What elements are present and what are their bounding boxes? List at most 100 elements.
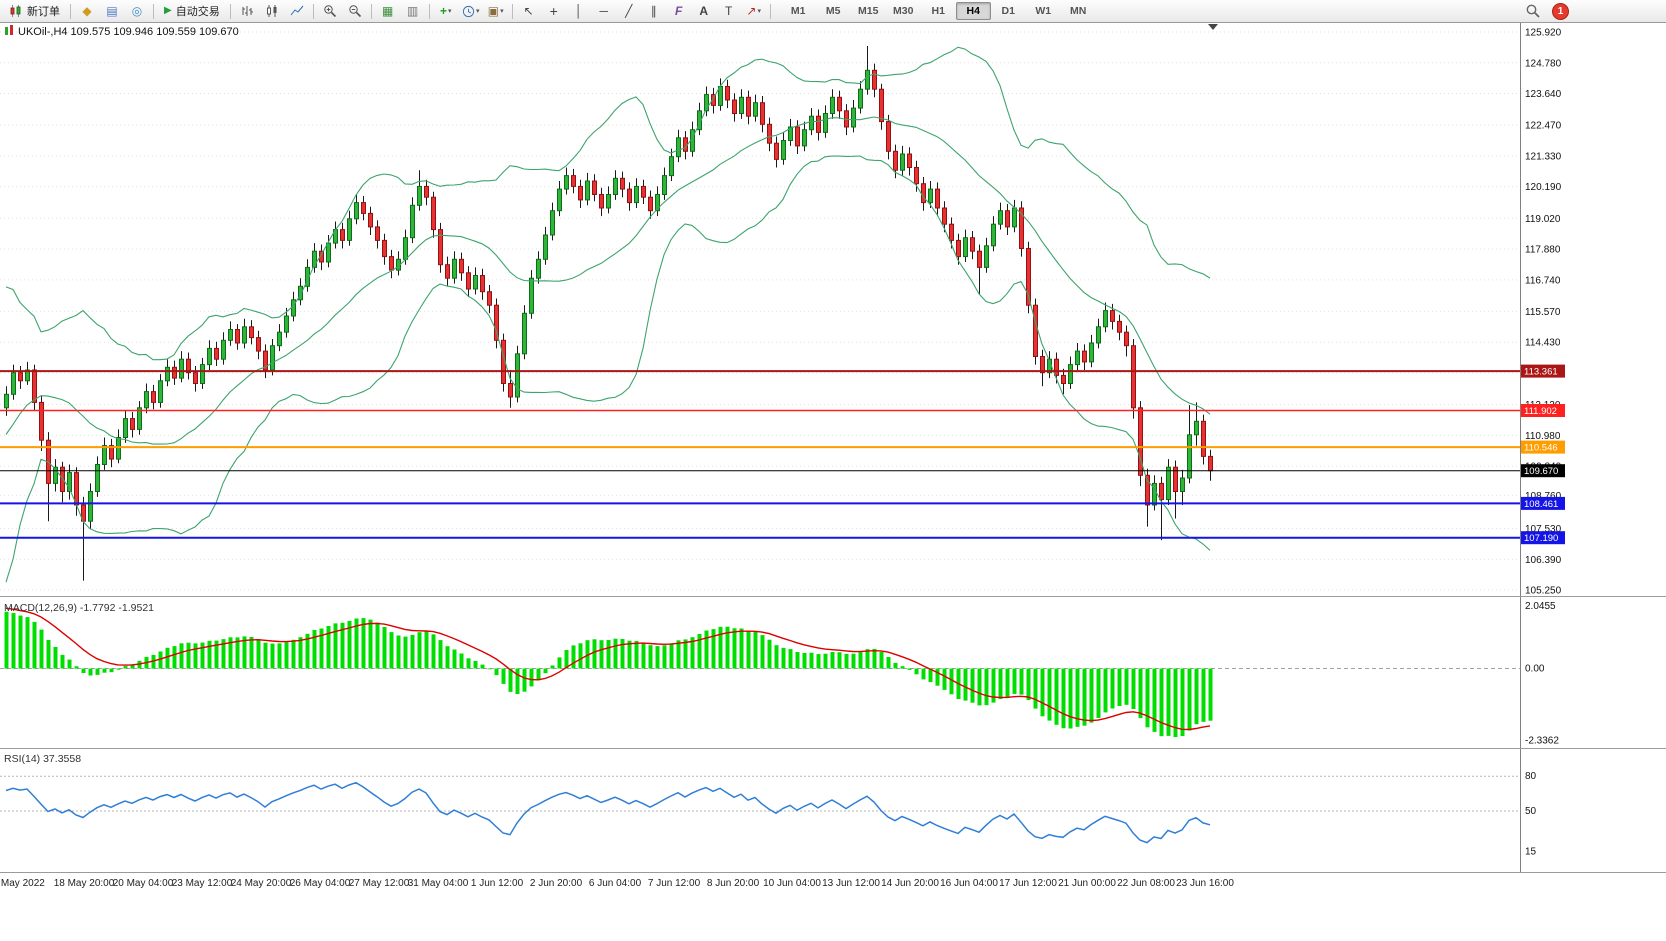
svg-text:6 Jun 04:00: 6 Jun 04:00 [589, 878, 642, 889]
svg-text:111.902: 111.902 [1524, 406, 1557, 417]
svg-text:114.430: 114.430 [1525, 338, 1561, 349]
chart-frame [0, 22, 1666, 30]
svg-text:20 May 04:00: 20 May 04:00 [113, 878, 174, 889]
tile-windows-icon: ▦ [382, 4, 394, 18]
timeframe-button-d1[interactable]: D1 [1001, 5, 1015, 17]
periods-button[interactable]: ▾ [459, 1, 483, 22]
candlestick-mode-button[interactable] [260, 1, 284, 22]
channel-icon: ∥ [650, 4, 657, 18]
svg-text:110.980: 110.980 [1525, 431, 1561, 442]
timeframe-button-m15[interactable]: M15 [857, 5, 879, 17]
crosshair-tool-button[interactable]: + [542, 1, 566, 22]
trendline-tool-button[interactable]: ╱ [617, 1, 641, 22]
arrows-tool-button[interactable]: ↗ ▾ [742, 1, 766, 22]
horizontal-line-tool-button[interactable]: ─ [592, 1, 616, 22]
svg-text:10 Jun 04:00: 10 Jun 04:00 [763, 878, 821, 889]
svg-text:107.190: 107.190 [1524, 533, 1558, 544]
arrow-icon: ↗ [746, 4, 757, 18]
svg-text:14 Jun 20:00: 14 Jun 20:00 [881, 878, 939, 889]
chart-canvas[interactable]: 125.920 124.780 123.640 122.470 121.330 120.1… [0, 22, 1666, 941]
price-badge [1521, 364, 1565, 378]
search-icon [1526, 4, 1540, 18]
price-badge [1521, 464, 1565, 478]
svg-text:-2.3362: -2.3362 [1525, 735, 1559, 746]
zoom-out-button[interactable] [343, 1, 367, 22]
line-chart-mode-button[interactable] [285, 1, 309, 22]
arrange-windows-button[interactable]: ▥ [401, 1, 425, 22]
zoom-in-button[interactable] [318, 1, 342, 22]
indicators-button[interactable]: + ▾ [434, 1, 458, 22]
svg-text:121.330: 121.330 [1525, 151, 1562, 162]
auto-trading-label: 自动交易 [175, 6, 220, 18]
search-button[interactable] [1521, 1, 1545, 22]
tile-windows-button[interactable]: ▦ [376, 1, 400, 22]
timeframe-button-h4[interactable]: H4 [955, 2, 991, 20]
svg-text:21 Jun 00:00: 21 Jun 00:00 [1058, 878, 1116, 889]
svg-text:13 Jun 12:00: 13 Jun 12:00 [822, 878, 880, 889]
chevron-down-icon: ▾ [475, 8, 480, 15]
timeframe-button-h1[interactable]: H1 [931, 5, 945, 17]
svg-text:8 Jun 20:00: 8 Jun 20:00 [707, 878, 760, 889]
clock-icon [462, 5, 475, 17]
panel-labels: UKOil-,H4 109.575 109.946 109.559 109.67… [4, 25, 239, 765]
rsi-indicator [0, 775, 1520, 844]
macd-label: MACD(12,26,9) -1.7792 -1.9521 [4, 602, 154, 614]
svg-text:80: 80 [1525, 771, 1537, 782]
svg-text:113.361: 113.361 [1524, 367, 1558, 378]
svg-text:119.020: 119.020 [1525, 214, 1561, 225]
macd-indicator [0, 607, 1520, 738]
chart-shift-marker [1208, 24, 1218, 30]
chevron-down-icon: ▾ [757, 8, 761, 15]
auto-trading-button[interactable]: ▶ 自动交易 [158, 1, 226, 22]
market-watch-button[interactable]: ▤ [100, 1, 124, 22]
cursor-tool-button[interactable]: ↖ [517, 1, 541, 22]
community-button[interactable]: ◎ [125, 1, 149, 22]
panel-separators[interactable] [0, 596, 1666, 873]
svg-text:117.880: 117.880 [1525, 245, 1561, 256]
svg-text:123.640: 123.640 [1525, 89, 1562, 100]
chart-title: UKOil-,H4 109.575 109.946 109.559 109.67… [18, 26, 239, 38]
svg-text:18 May 20:00: 18 May 20:00 [54, 878, 115, 889]
timeframe-button-m30[interactable]: M30 [892, 5, 914, 17]
svg-text:122.470: 122.470 [1525, 121, 1562, 132]
vertical-line-tool-button[interactable]: │ [567, 1, 591, 22]
price-badge [1521, 404, 1565, 417]
svg-text:106.390: 106.390 [1525, 555, 1562, 566]
new-order-button[interactable]: 新订单 [3, 1, 66, 22]
templates-button[interactable]: ▣ ▾ [484, 1, 508, 22]
templates-icon: ▣ [487, 4, 500, 18]
timeframe-button-m1[interactable]: M1 [790, 5, 806, 17]
svg-text:105.250: 105.250 [1525, 586, 1562, 597]
symbols-button[interactable]: ◆ [75, 1, 99, 22]
fibonacci-tool-button[interactable]: F [667, 1, 691, 22]
price-badge [1521, 440, 1565, 454]
svg-text:27 May 12:00: 27 May 12:00 [349, 878, 410, 889]
crosshair-icon: + [549, 3, 558, 19]
svg-text:1 Jun 12:00: 1 Jun 12:00 [471, 878, 524, 889]
channel-tool-button[interactable]: ∥ [642, 1, 666, 22]
price-grid [0, 31, 1520, 591]
timeframe-button-mn[interactable]: MN [1070, 5, 1087, 17]
svg-text:15: 15 [1525, 847, 1537, 858]
svg-text:23 Jun 16:00: 23 Jun 16:00 [1176, 878, 1234, 889]
price-axis[interactable]: 125.920 124.780 123.640 122.470 121.330 120.1… [1520, 22, 1666, 941]
horizontal-lines[interactable] [0, 370, 1520, 539]
arrange-windows-icon: ▥ [407, 4, 419, 18]
zoom-out-icon [349, 5, 361, 18]
indicators-plus-icon: + [439, 4, 447, 18]
timeframe-toolbar: M1 M5 M15 M30 H1 H4 D1 W1 MN [781, 2, 1096, 20]
svg-text:116.740: 116.740 [1525, 275, 1561, 286]
bar-chart-mode-button[interactable] [235, 1, 259, 22]
play-icon: ▶ [164, 5, 172, 16]
new-order-icon [10, 5, 21, 17]
timeframe-button-m5[interactable]: M5 [825, 5, 841, 17]
svg-text:22 Jun 08:00: 22 Jun 08:00 [1117, 878, 1175, 889]
label-tool-button[interactable]: T [717, 1, 741, 22]
notifications-badge[interactable]: 1 [1552, 2, 1569, 20]
text-tool-button[interactable]: A [692, 1, 716, 22]
toolbar-separator [70, 3, 71, 19]
chart-title-icon [5, 27, 8, 35]
svg-text:23 May 12:00: 23 May 12:00 [172, 878, 233, 889]
timeframe-button-w1[interactable]: W1 [1035, 5, 1052, 17]
